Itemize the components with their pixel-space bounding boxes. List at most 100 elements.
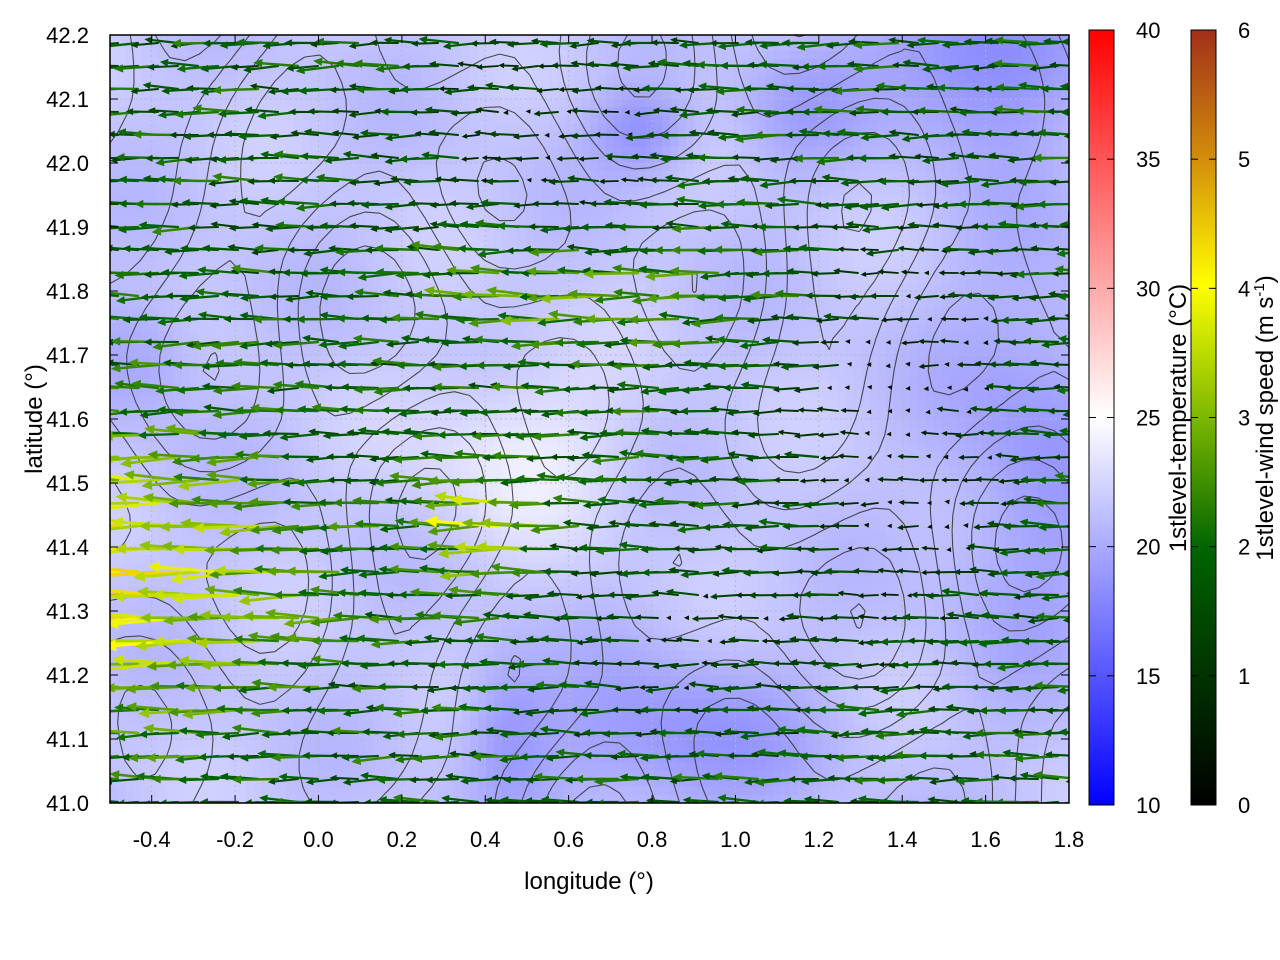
temperature-cell [174, 163, 183, 172]
temperature-cell [334, 147, 343, 156]
temperature-cell [742, 163, 751, 172]
temperature-cell [550, 147, 559, 156]
temperature-cell [910, 291, 919, 300]
temperature-cell [438, 259, 447, 268]
temperature-cell [694, 163, 703, 172]
temperature-cell [382, 187, 391, 196]
temperature-cell [670, 67, 679, 76]
temperature-cell [1006, 243, 1015, 252]
temperature-cell [174, 275, 183, 284]
temperature-cell [110, 275, 119, 284]
temperature-cell [230, 227, 239, 236]
temperature-cell [262, 203, 271, 212]
temperature-cell [494, 147, 503, 156]
temperature-cell [150, 211, 159, 220]
temperature-cell [246, 123, 255, 132]
temperature-cell [262, 275, 271, 284]
temperature-cell [510, 59, 519, 68]
temperature-cell [694, 155, 703, 164]
temperature-cell [534, 283, 543, 292]
temperature-cell [974, 347, 983, 356]
temperature-cell [758, 355, 767, 364]
temperature-cell [1054, 43, 1063, 52]
temperature-cell [126, 251, 135, 260]
temperature-cell [798, 235, 807, 244]
temperature-cell [510, 163, 519, 172]
temperature-cell [574, 147, 583, 156]
temperature-cell [238, 107, 247, 116]
temperature-cell [182, 51, 191, 60]
temperature-cell [534, 99, 543, 108]
temperature-cell [262, 291, 271, 300]
temperature-cell [502, 99, 511, 108]
temperature-cell [510, 251, 519, 260]
temperature-cell [118, 179, 127, 188]
temperature-cell [974, 187, 983, 196]
temperature-cell [374, 59, 383, 68]
temperature-cell [902, 251, 911, 260]
temperature-cell [1054, 155, 1063, 164]
temperature-cell [574, 275, 583, 284]
temperature-cell [358, 75, 367, 84]
temperature-cell [710, 275, 719, 284]
temperature-cell [582, 211, 591, 220]
temperature-cell [118, 219, 127, 228]
temperature-cell [158, 195, 167, 204]
temperature-cell [902, 91, 911, 100]
temperature-cell [982, 267, 991, 276]
temperature-cell [750, 347, 759, 356]
temperature-cell [974, 91, 983, 100]
temperature-cell [230, 187, 239, 196]
temperature-cell [558, 235, 567, 244]
temperature-cell [766, 307, 775, 316]
temperature-cell [502, 307, 511, 316]
temperature-cell [654, 75, 663, 84]
temperature-cell [622, 187, 631, 196]
temperature-cell [806, 51, 815, 60]
temperature-cell [566, 51, 575, 60]
temperature-cell [718, 155, 727, 164]
temperature-cell [902, 347, 911, 356]
temperature-cell [198, 299, 207, 308]
temperature-cell [694, 347, 703, 356]
temperature-cell [766, 227, 775, 236]
temperature-cell [1006, 219, 1015, 228]
temperature-cell [710, 179, 719, 188]
temperature-cell [334, 283, 343, 292]
temperature-cell [718, 227, 727, 236]
temperature-cell [646, 35, 655, 44]
temperature-cell [542, 363, 551, 372]
temperature-cell [366, 43, 375, 52]
temperature-cell [110, 331, 119, 340]
temperature-cell [974, 251, 983, 260]
temperature-cell [542, 123, 551, 132]
temperature-cell [222, 123, 231, 132]
temperature-cell [358, 283, 367, 292]
temperature-cell [958, 123, 967, 132]
temperature-cell [382, 83, 391, 92]
temperature-cell [254, 203, 263, 212]
temperature-cell [174, 139, 183, 148]
temperature-cell [398, 299, 407, 308]
temperature-cell [622, 35, 631, 44]
temperature-cell [670, 331, 679, 340]
temperature-cell [366, 235, 375, 244]
temperature-cell [694, 35, 703, 44]
temperature-cell [1054, 283, 1063, 292]
temperature-cell [526, 171, 535, 180]
temperature-cell [254, 171, 263, 180]
temperature-cell [174, 283, 183, 292]
temperature-cell [766, 331, 775, 340]
temperature-cell [990, 75, 999, 84]
temperature-cell [422, 307, 431, 316]
temperature-cell [1054, 251, 1063, 260]
temperature-cell [886, 219, 895, 228]
temperature-cell [334, 331, 343, 340]
temperature-cell [782, 59, 791, 68]
temperature-cell [230, 219, 239, 228]
temperature-cell [510, 67, 519, 76]
temperature-cell [870, 283, 879, 292]
temperature-cell [910, 339, 919, 348]
temperature-cell [782, 91, 791, 100]
temperature-cell [822, 43, 831, 52]
